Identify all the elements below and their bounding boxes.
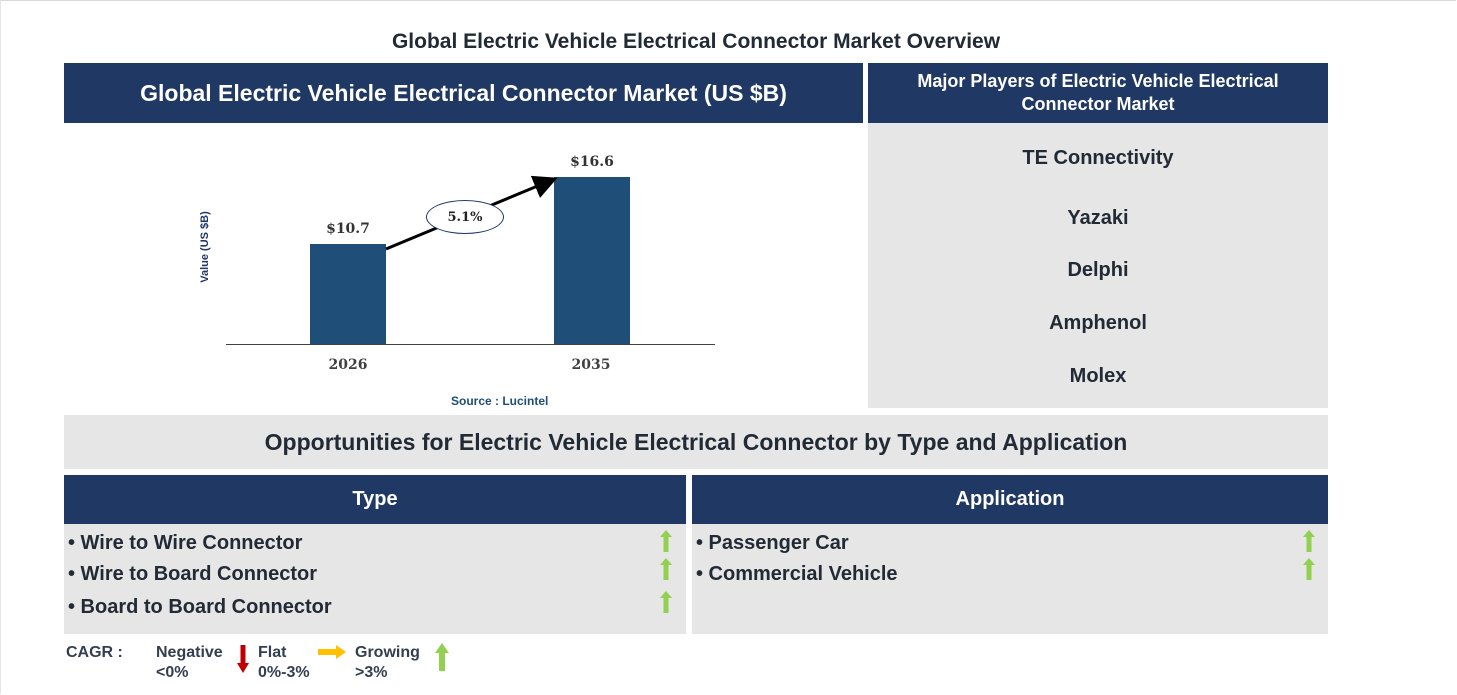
type-header-text: Type [352,488,398,510]
growing-arrow-icon [1303,558,1315,580]
bar-value-2026: $10.7 [326,221,370,237]
type-header: Type [64,475,686,524]
legend-flat-range: 0%-3% [258,664,310,681]
x-tick-2035: 2035 [571,357,611,373]
legend-cagr-label: CAGR : [66,644,123,661]
market-panel-header: Global Electric Vehicle Electrical Conne… [64,63,863,123]
x-axis [226,344,715,345]
cagr-badge: 5.1% [426,200,504,234]
type-list: • Wire to Wire Connector • Wire to Board… [64,524,686,634]
cagr-arrow-icon [385,175,558,251]
application-header-text: Application [955,488,1065,510]
players-list: TE Connectivity Yazaki Delphi Amphenol M… [868,123,1328,408]
legend-growing: Growing >3% [355,643,420,683]
player-item: Amphenol [1049,312,1147,334]
market-chart: Value (US $B) $10.7 $16.6 2026 2035 5.1%… [64,123,863,413]
growing-arrow-icon [660,591,672,613]
growing-arrow-icon [435,643,449,671]
growing-arrow-icon [1303,530,1315,552]
bar-2026 [310,244,386,345]
page-title: Global Electric Vehicle Electrical Conne… [391,30,1001,53]
legend-flat-label: Flat [258,644,287,661]
negative-arrow-icon [237,645,249,673]
player-item: Molex [1069,365,1127,387]
type-item: • Board to Board Connector [68,596,332,618]
application-item: • Commercial Vehicle [696,563,898,585]
chart-source: Source : Lucintel [451,394,549,408]
growing-arrow-icon [660,558,672,580]
legend-growing-label: Growing [355,644,420,661]
players-panel-header: Major Players of Electric Vehicle Electr… [868,63,1328,123]
bar-value-2035: $16.6 [570,154,614,170]
market-panel-header-text: Global Electric Vehicle Electrical Conne… [140,79,787,106]
type-item: • Wire to Wire Connector [68,532,303,554]
application-header: Application [692,475,1328,524]
growing-arrow-icon [660,530,672,552]
application-item: • Passenger Car [696,532,849,554]
opportunities-title-text: Opportunities for Electric Vehicle Elect… [264,428,1128,455]
x-tick-2026: 2026 [328,357,368,373]
player-item: Delphi [1067,259,1129,281]
application-list: • Passenger Car • Commercial Vehicle [692,524,1328,634]
player-item: TE Connectivity [1022,147,1174,169]
flat-arrow-icon [318,645,346,659]
legend-negative: Negative <0% [156,643,223,683]
legend-negative-label: Negative [156,644,223,661]
legend-growing-range: >3% [355,664,388,681]
legend-negative-range: <0% [156,664,189,681]
opportunities-title: Opportunities for Electric Vehicle Elect… [64,415,1328,469]
players-panel-header-text: Major Players of Electric Vehicle Electr… [917,71,1279,114]
player-item: Yazaki [1067,207,1129,229]
legend-flat: Flat 0%-3% [258,643,310,683]
type-item: • Wire to Board Connector [68,563,318,585]
bar-2035 [554,177,630,345]
